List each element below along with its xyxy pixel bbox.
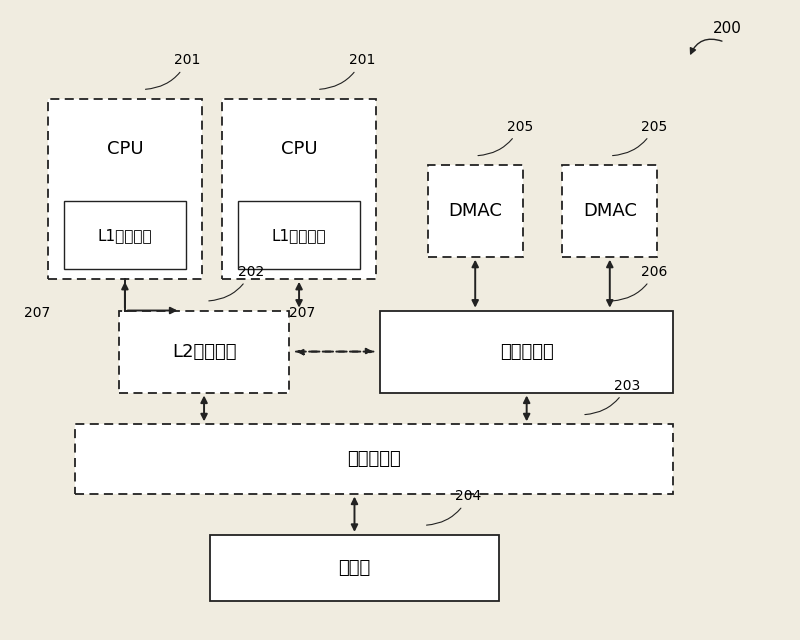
Text: DMAC: DMAC xyxy=(583,202,637,220)
Text: 202: 202 xyxy=(209,265,264,301)
Bar xyxy=(48,99,202,279)
Text: 205: 205 xyxy=(613,120,668,156)
Text: L2高速缓存: L2高速缓存 xyxy=(172,342,236,360)
Bar xyxy=(380,310,673,393)
Text: 204: 204 xyxy=(426,489,482,525)
Text: DMAC: DMAC xyxy=(448,202,502,220)
Text: 201: 201 xyxy=(146,53,201,90)
Bar xyxy=(428,165,522,257)
Text: 207: 207 xyxy=(24,306,50,320)
Text: 206: 206 xyxy=(613,265,668,301)
Bar xyxy=(562,165,658,257)
Text: 总线控制部: 总线控制部 xyxy=(500,342,554,360)
Text: 205: 205 xyxy=(478,120,533,156)
Bar xyxy=(238,201,361,269)
Text: 存储器: 存储器 xyxy=(338,559,370,577)
Bar xyxy=(210,535,499,601)
Text: 203: 203 xyxy=(585,379,640,415)
Bar xyxy=(63,201,186,269)
Text: CPU: CPU xyxy=(106,140,143,158)
Text: 200: 200 xyxy=(713,20,742,36)
Text: CPU: CPU xyxy=(281,140,318,158)
Bar xyxy=(222,99,376,279)
Text: 201: 201 xyxy=(320,53,375,90)
Bar xyxy=(75,424,673,493)
Text: 207: 207 xyxy=(289,306,315,320)
Text: L1高速缓存: L1高速缓存 xyxy=(98,228,152,243)
Text: L1高速缓存: L1高速缓存 xyxy=(272,228,326,243)
Text: 存储控制器: 存储控制器 xyxy=(347,450,401,468)
Bar xyxy=(119,310,289,393)
